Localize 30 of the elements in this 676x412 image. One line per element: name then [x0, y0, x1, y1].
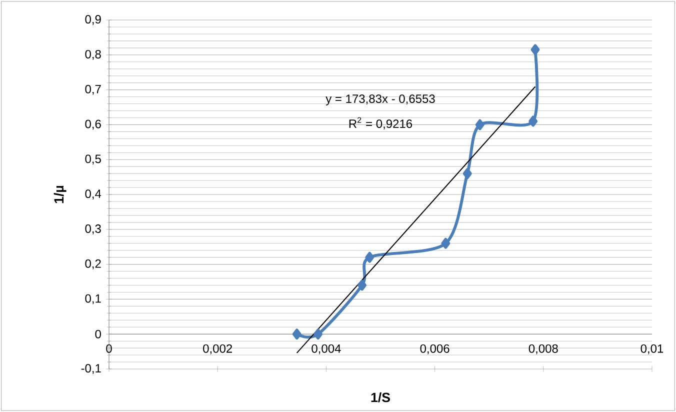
y-tick-label: 0,4 — [85, 190, 102, 200]
point — [365, 252, 374, 263]
y-tick-label: 0,6 — [85, 120, 101, 130]
point — [528, 116, 538, 127]
x-tick-label: 0,008 — [528, 344, 558, 354]
point — [358, 280, 367, 291]
point — [462, 168, 472, 180]
y-tick-label: 0,7 — [85, 84, 101, 95]
y-tick-label: 0,5 — [85, 154, 101, 165]
y-tick-label: 0,3 — [85, 224, 101, 234]
annotation: y = 173,83x - 0,6553 — [326, 94, 435, 106]
annotation: R$^{2}$ = 0,9216 — [349, 117, 412, 130]
x-tick-label: 0,01 — [640, 344, 664, 354]
x-tick-label: 0,004 — [312, 344, 341, 354]
point — [441, 238, 450, 249]
point — [292, 328, 302, 340]
y-axis-title: 1/µ — [54, 186, 66, 204]
y-tick-label: 0,8 — [85, 50, 101, 60]
y-tick-label: 0,2 — [85, 259, 101, 270]
y-tick-label: 0,9 — [85, 15, 101, 25]
x-tick-label: 0,006 — [420, 344, 450, 354]
x-axis-title: 1/S — [371, 392, 390, 402]
y-tick-label: 0,1 — [85, 294, 101, 304]
point — [475, 119, 484, 130]
y-tick-label: 0 — [95, 330, 101, 338]
y-tick-label: -0,1 — [81, 364, 101, 374]
x-tick-label: 0 — [106, 344, 112, 353]
x-tick-label: 0,002 — [203, 344, 232, 354]
point — [530, 44, 540, 56]
point — [314, 328, 323, 340]
